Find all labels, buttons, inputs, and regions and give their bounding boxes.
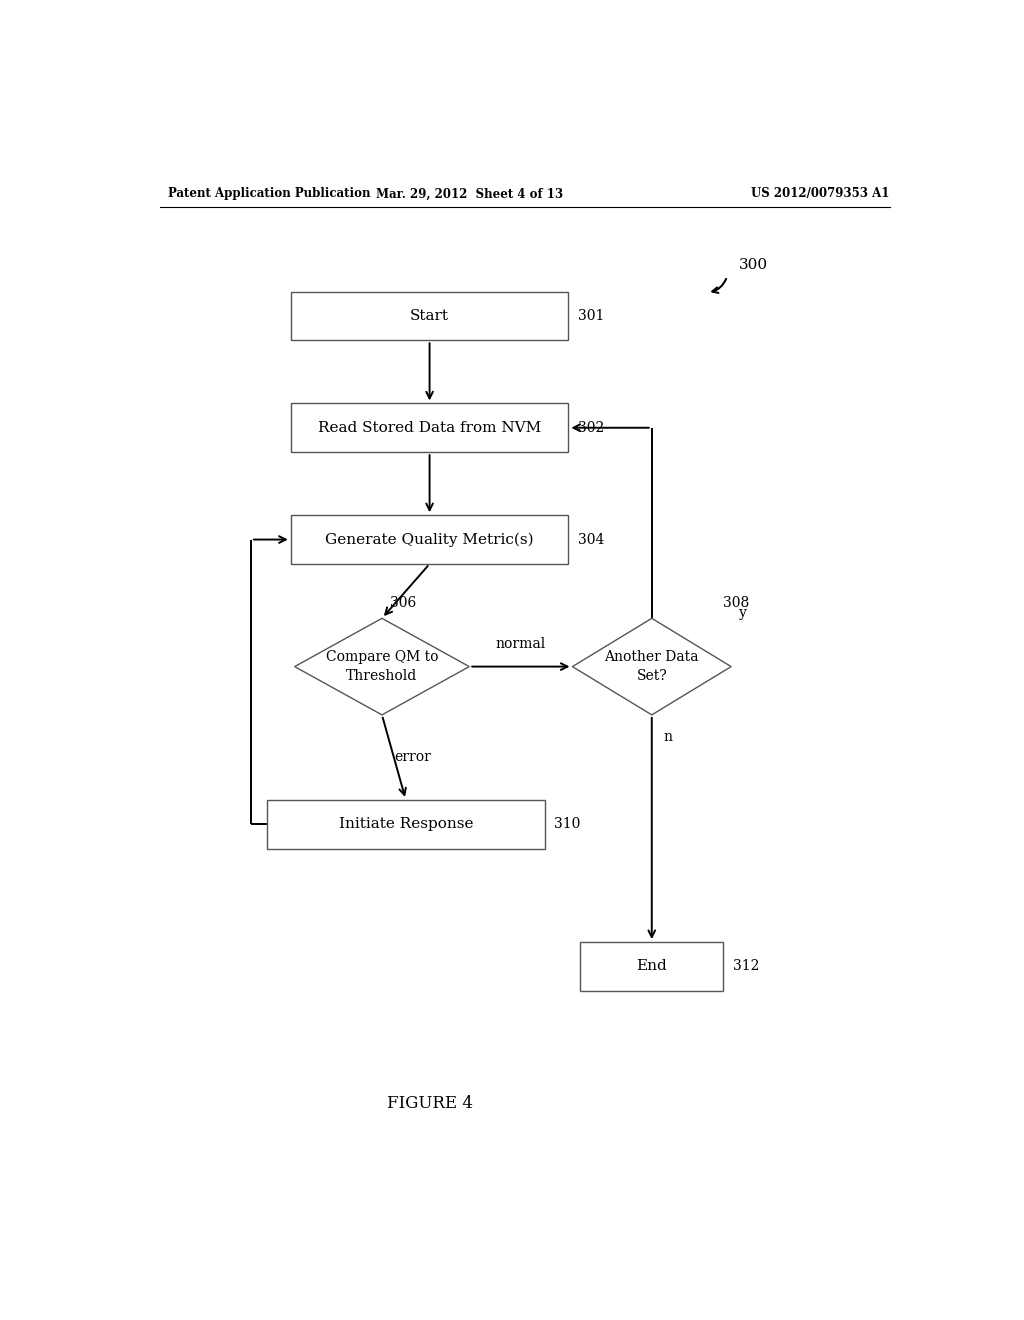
Text: n: n bbox=[664, 730, 673, 744]
Text: US 2012/0079353 A1: US 2012/0079353 A1 bbox=[752, 187, 890, 201]
Text: Start: Start bbox=[410, 309, 450, 323]
Text: 302: 302 bbox=[578, 421, 604, 434]
FancyBboxPatch shape bbox=[581, 942, 723, 991]
Text: 300: 300 bbox=[739, 259, 768, 272]
Text: 312: 312 bbox=[733, 960, 759, 973]
FancyBboxPatch shape bbox=[291, 404, 568, 453]
Text: Generate Quality Metric(s): Generate Quality Metric(s) bbox=[326, 532, 534, 546]
FancyBboxPatch shape bbox=[291, 292, 568, 341]
Text: y: y bbox=[739, 606, 746, 620]
Text: Patent Application Publication: Patent Application Publication bbox=[168, 187, 371, 201]
Text: 308: 308 bbox=[723, 597, 750, 610]
Text: Read Stored Data from NVM: Read Stored Data from NVM bbox=[317, 421, 542, 434]
FancyBboxPatch shape bbox=[267, 800, 545, 849]
Text: Another Data
Set?: Another Data Set? bbox=[604, 651, 699, 682]
Text: End: End bbox=[636, 960, 668, 973]
Text: 304: 304 bbox=[578, 532, 604, 546]
Text: normal: normal bbox=[496, 638, 546, 651]
Text: 310: 310 bbox=[554, 817, 581, 832]
Text: 306: 306 bbox=[390, 597, 416, 610]
Text: Initiate Response: Initiate Response bbox=[339, 817, 473, 832]
Text: Mar. 29, 2012  Sheet 4 of 13: Mar. 29, 2012 Sheet 4 of 13 bbox=[376, 187, 563, 201]
Text: error: error bbox=[394, 750, 431, 764]
Text: 301: 301 bbox=[578, 309, 604, 323]
FancyBboxPatch shape bbox=[291, 515, 568, 564]
Text: FIGURE 4: FIGURE 4 bbox=[387, 1096, 472, 1113]
Text: Compare QM to
Threshold: Compare QM to Threshold bbox=[326, 651, 438, 682]
Polygon shape bbox=[572, 618, 731, 715]
Polygon shape bbox=[295, 618, 469, 715]
